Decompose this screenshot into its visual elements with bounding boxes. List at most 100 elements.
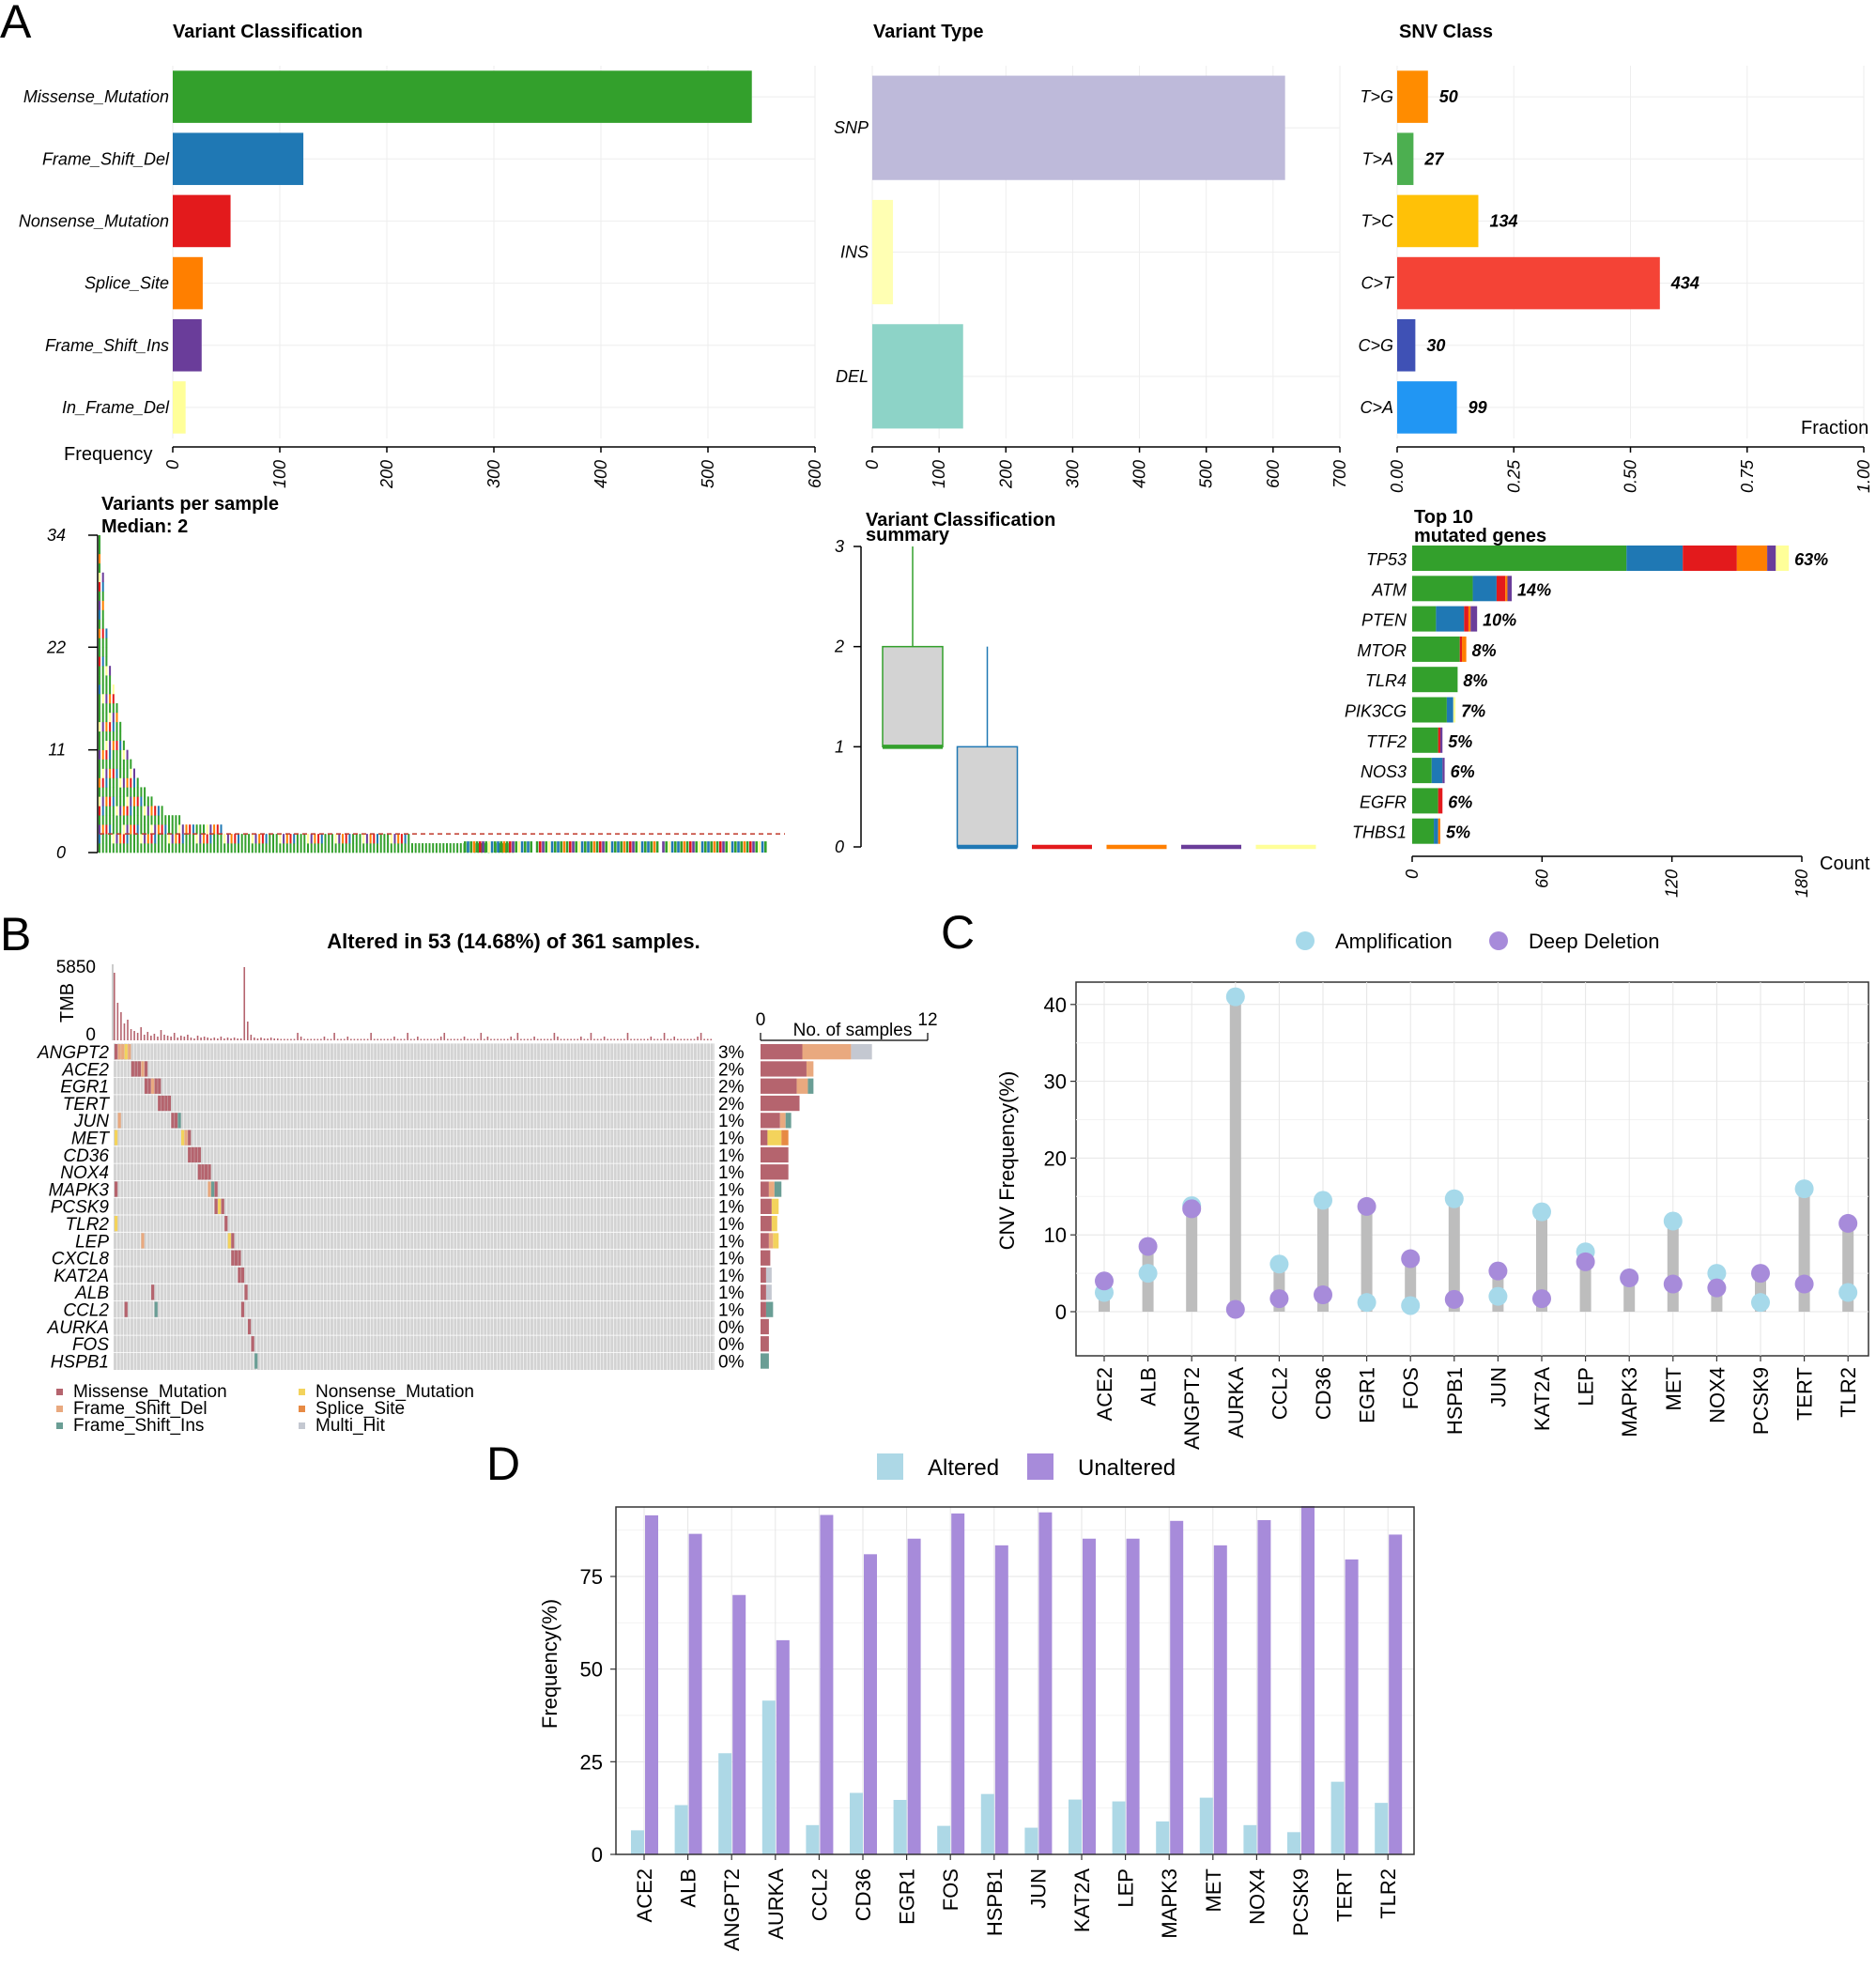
cnv-del-point xyxy=(1357,1196,1376,1216)
vps-bar-segment xyxy=(261,843,264,853)
vps-bar-segment xyxy=(105,824,108,835)
onco-legend-swatch xyxy=(299,1422,305,1429)
vps-bar-segment xyxy=(146,834,149,844)
vps-bar-segment xyxy=(209,824,212,835)
alt-bar-altered xyxy=(1112,1801,1126,1854)
vps-bar-segment xyxy=(265,834,268,844)
vps-bar-segment xyxy=(216,834,219,844)
vps-bar-segment xyxy=(99,806,100,816)
cnv-category-label: NOX4 xyxy=(1705,1367,1729,1423)
onco-tmb-bar xyxy=(467,1038,469,1040)
vps-bar-segment xyxy=(133,834,135,844)
vps-bar-segment xyxy=(449,843,452,853)
vps-bar-segment xyxy=(112,684,115,695)
alt-legend-altered-label: Altered xyxy=(928,1455,999,1481)
vps-bar-segment xyxy=(289,843,292,853)
vps-bar-segment xyxy=(168,843,170,853)
vps-bar-segment xyxy=(314,843,316,853)
vc-bar xyxy=(173,132,304,186)
onco-percent-label: 1% xyxy=(718,1112,745,1131)
snv-tick-label: 0.25 xyxy=(1504,459,1523,493)
top-percent-label: 63% xyxy=(1794,550,1828,569)
onco-tmb-bar xyxy=(533,1037,535,1040)
top-percent-label: 6% xyxy=(1451,762,1475,781)
snv-bar xyxy=(1397,381,1457,434)
onco-mutation-cell xyxy=(164,1095,168,1112)
vps-bar-segment xyxy=(310,843,313,853)
vps-bar-segment xyxy=(497,841,500,853)
vps-bar-segment xyxy=(136,787,139,797)
cnv-category-label: CD36 xyxy=(1312,1367,1335,1420)
vps-bar-segment xyxy=(213,834,216,844)
onco-mutation-cell xyxy=(124,1301,128,1317)
vps-bar-segment xyxy=(99,759,100,769)
vps-bar-segment xyxy=(99,628,100,638)
vps-bar-segment xyxy=(130,777,132,788)
onco-tmb-bar xyxy=(153,1034,156,1040)
vcs-title: Variant Classification xyxy=(866,510,1055,530)
vps-bar-segment xyxy=(105,628,108,638)
vps-bar-segment xyxy=(157,824,160,835)
vps-bar-segment xyxy=(146,796,149,807)
vps-bar-segment xyxy=(195,843,198,853)
vps-bar-segment xyxy=(105,730,108,742)
vps-bar-segment xyxy=(545,841,547,853)
vps-bar-segment xyxy=(112,787,115,797)
vps-bar-segment xyxy=(324,843,327,853)
top-percent-label: 8% xyxy=(1463,671,1487,690)
alt-tick-label: 25 xyxy=(580,1750,603,1774)
onco-tmb-bar xyxy=(497,1038,499,1040)
vps-bar-segment xyxy=(130,834,132,844)
top-bar-segment xyxy=(1412,818,1435,844)
onco-side-bar xyxy=(771,1216,777,1232)
onco-mutation-cell xyxy=(161,1095,164,1112)
onco-mutation-cell xyxy=(240,1301,245,1317)
vps-bar-segment xyxy=(617,841,620,853)
onco-percent-label: 1% xyxy=(718,1301,745,1321)
onco-tmb-bar xyxy=(276,1038,279,1040)
vps-bar-segment xyxy=(524,841,527,853)
alt-bar-altered xyxy=(674,1805,688,1854)
onco-tmb-bar xyxy=(160,1030,162,1040)
snv-category-label: C>A xyxy=(1360,398,1393,417)
vps-bar-segment xyxy=(226,843,229,853)
onco-side-bar xyxy=(773,1233,779,1249)
vps-bar-segment xyxy=(685,841,689,853)
cnv-tick-label: 40 xyxy=(1044,993,1067,1017)
alt-category-label: EGR1 xyxy=(896,1868,919,1925)
alt-bar-unaltered xyxy=(820,1514,834,1854)
vps-bar-segment xyxy=(109,666,112,676)
vps-bar-segment xyxy=(136,796,139,807)
vps-bar-segment xyxy=(119,843,122,853)
vps-bar-segment xyxy=(109,721,112,732)
onco-mutation-cell xyxy=(231,1233,235,1249)
vps-bar-segment xyxy=(99,740,100,750)
alt-category-label: HSPB1 xyxy=(983,1868,1007,1936)
alt-bar-unaltered xyxy=(1213,1545,1227,1854)
vps-bar-segment xyxy=(112,834,115,844)
vps-bar-segment xyxy=(422,843,424,853)
onco-tmb-bar xyxy=(643,1038,646,1040)
vps-bar-segment xyxy=(400,834,403,844)
onco-legend-label: Splice_Site xyxy=(315,1399,405,1419)
vps-bar-segment xyxy=(101,749,104,760)
vps-bar-segment xyxy=(379,843,382,853)
vps-bar-segment xyxy=(105,787,108,797)
vt-bar xyxy=(872,199,894,305)
vps-bar-segment xyxy=(164,834,167,844)
alt-category-label: NOX4 xyxy=(1245,1868,1269,1925)
onco-tmb-bar xyxy=(454,1038,455,1040)
vps-bar-segment xyxy=(206,824,208,835)
onco-percent-label: 2% xyxy=(718,1078,745,1098)
vps-bar-segment xyxy=(587,841,590,853)
vps-bar-segment xyxy=(502,841,506,853)
vps-bar-segment xyxy=(133,768,135,778)
vc-title: Variant Classification xyxy=(173,22,362,42)
vps-bar-segment xyxy=(140,834,143,844)
vps-bar-segment xyxy=(355,843,358,853)
onco-gene-label: AURKA xyxy=(47,1318,109,1338)
onco-tmb-bar xyxy=(663,1033,666,1040)
variants-per-sample-chart: Variants per sample Median: 2 34 22 11 0 xyxy=(46,494,785,862)
vps-bar-segment xyxy=(99,694,100,704)
onco-mutation-cell xyxy=(244,1284,248,1300)
